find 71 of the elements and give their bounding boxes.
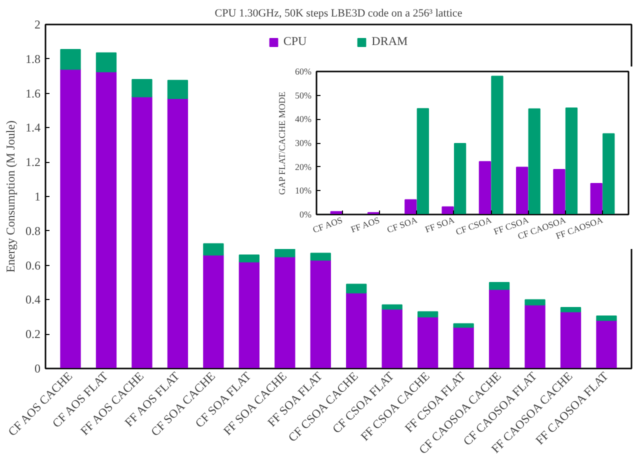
y-axis-title: GAP FLAT/CACHE MODE — [277, 91, 288, 195]
bar — [346, 284, 367, 294]
bar — [528, 108, 540, 214]
bar — [596, 320, 617, 368]
bar — [560, 311, 582, 368]
bar — [478, 161, 492, 214]
bar — [565, 107, 578, 214]
bar — [602, 133, 615, 214]
bar — [96, 71, 117, 368]
legend-label: CPU — [283, 34, 307, 49]
y-tick-label: 0.2 — [26, 327, 40, 342]
bar — [524, 304, 546, 368]
bar — [60, 48, 81, 70]
bar — [310, 252, 331, 261]
y-tick-label: 50% — [295, 90, 312, 100]
y-tick-label: 1.2 — [26, 155, 40, 170]
bar — [96, 52, 117, 72]
bar — [488, 288, 510, 368]
bar — [167, 80, 188, 99]
bar — [203, 254, 224, 368]
y-tick-label: 2 — [34, 18, 40, 32]
bar — [418, 311, 438, 318]
x-tick-label: FF SOA — [424, 214, 456, 235]
bar — [453, 323, 474, 328]
bar — [416, 108, 429, 214]
bar — [274, 256, 296, 368]
y-tick-label: 1 — [34, 190, 40, 204]
y-tick-label: 0.8 — [26, 224, 40, 238]
bar — [238, 261, 260, 368]
x-tick-label: CF AOS — [311, 214, 344, 235]
bar — [553, 168, 566, 214]
y-tick-label: 30% — [295, 138, 312, 148]
bar — [238, 254, 260, 262]
legend-label: DRAM — [372, 34, 408, 49]
y-tick-label: 0.4 — [26, 292, 40, 307]
y-axis-title: Energy Consumption (M Joule) — [4, 120, 18, 273]
bar — [203, 243, 224, 256]
bar — [590, 183, 602, 214]
bar — [404, 199, 417, 214]
bar — [132, 96, 152, 368]
x-tick-label: CF SOA — [386, 214, 419, 235]
x-tick-label: CF CSOA — [454, 214, 494, 237]
bar — [382, 308, 402, 368]
bar — [346, 292, 367, 368]
bar — [60, 68, 81, 368]
y-tick-label: 0% — [300, 210, 312, 220]
y-tick-label: 40% — [295, 114, 312, 124]
bar — [596, 316, 617, 321]
chart-title: CPU 1.30GHz, 50K steps LBE3D code on a 256³ lattice — [214, 8, 462, 20]
bar — [442, 206, 454, 214]
y-tick-label: 1.4 — [26, 120, 40, 135]
bar — [382, 304, 402, 310]
y-tick-label: 10% — [295, 186, 312, 196]
y-tick-label: 1.6 — [26, 86, 40, 100]
x-tick-label: FF AOS — [349, 214, 381, 235]
y-tick-label: 0 — [34, 362, 40, 376]
bar — [132, 79, 152, 98]
y-tick-label: 60% — [295, 66, 312, 76]
bar — [418, 316, 438, 368]
bar — [491, 76, 504, 214]
bar — [516, 166, 528, 214]
bar — [488, 282, 510, 290]
bar — [560, 306, 582, 312]
y-tick-label: 0.6 — [26, 258, 40, 272]
bar — [454, 142, 466, 214]
bar — [167, 98, 188, 368]
y-tick-label: 20% — [295, 162, 312, 172]
bar — [524, 299, 546, 306]
bar — [310, 260, 331, 368]
bar — [453, 326, 474, 368]
y-tick-label: 1.8 — [26, 52, 40, 66]
